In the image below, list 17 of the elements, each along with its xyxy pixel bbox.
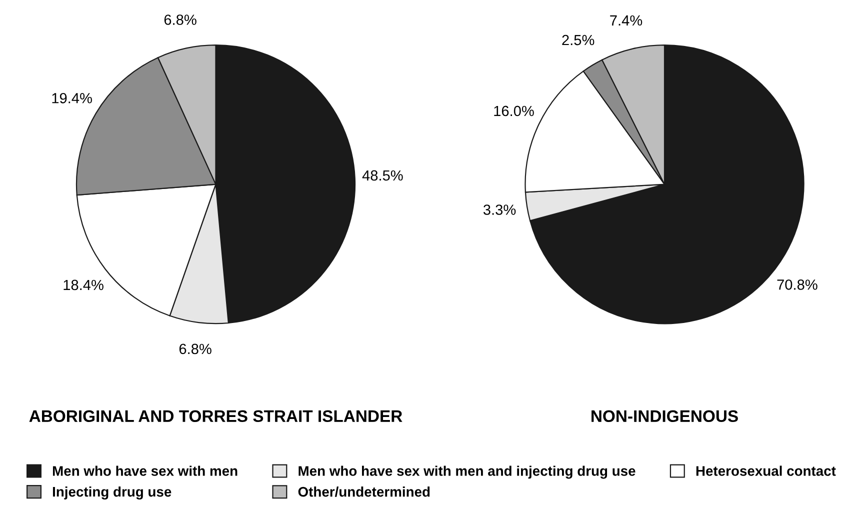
data-label: 6.8% xyxy=(164,14,196,25)
data-label: 19.4% xyxy=(52,92,92,104)
data-label: 2.5% xyxy=(562,34,594,46)
data-label: 18.4% xyxy=(64,280,104,290)
legend-label: Men who have sex with men and injecting drug use xyxy=(298,466,636,479)
data-label: 48.5% xyxy=(362,170,403,181)
data-label: 6.8% xyxy=(179,344,212,354)
data-label: 70.8% xyxy=(777,280,818,290)
text: ABORIGINAL AND TORRES STRAIT ISLANDER xyxy=(29,410,402,422)
legend-label: Other/undetermined xyxy=(298,486,430,497)
legend-label: Heterosexual contact xyxy=(696,466,836,476)
legend-label: Men who have sex with men xyxy=(52,466,238,476)
legend-label: Injecting drug use xyxy=(52,486,172,500)
text: NON-INDIGENOUS xyxy=(592,410,738,422)
data-label: 3.3% xyxy=(483,204,516,215)
data-label: 7.4% xyxy=(610,15,642,26)
data-label: 16.0% xyxy=(494,106,534,116)
